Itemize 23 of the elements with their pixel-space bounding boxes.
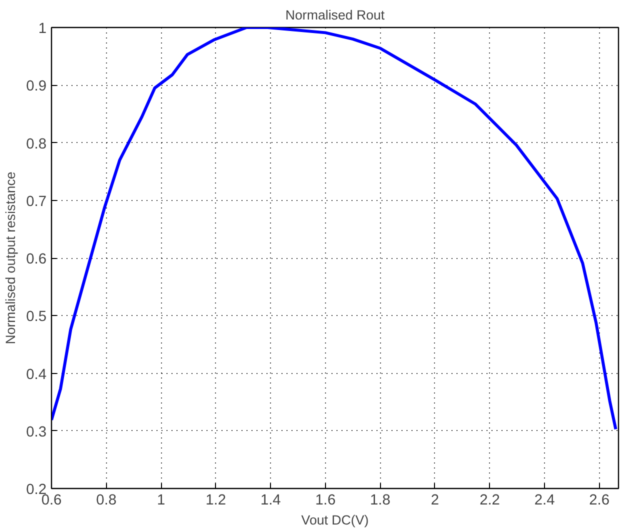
y-tick-label: 1 xyxy=(38,21,47,37)
x-tick-label: 2.6 xyxy=(589,492,610,508)
x-axis-title: Vout DC(V) xyxy=(301,512,369,528)
y-tick-label: 0.9 xyxy=(26,78,46,95)
y-tick-label: 0.6 xyxy=(26,252,46,268)
y-axis-title: Normalised output resistance xyxy=(3,172,18,344)
x-tick-label: 0.8 xyxy=(96,492,116,508)
x-tick-label: 1.6 xyxy=(315,492,336,508)
line-series xyxy=(52,28,618,431)
y-tick-label: 0.8 xyxy=(26,136,46,152)
x-tick-label: 1 xyxy=(156,492,166,508)
x-tick-label: 1.8 xyxy=(370,492,390,508)
x-tick-label: 2 xyxy=(430,492,440,508)
y-tick-label: 0.7 xyxy=(26,194,46,210)
y-tick-label: 0.5 xyxy=(26,309,46,326)
x-tick-label: 2.4 xyxy=(534,492,555,508)
x-tick-label: 1.2 xyxy=(206,492,226,508)
x-tick-label: 2.2 xyxy=(480,492,500,508)
y-tick-label: 0.4 xyxy=(26,366,46,383)
y-tick-label: 0.3 xyxy=(26,424,46,440)
x-tick-label: 0.6 xyxy=(41,492,62,508)
chart-title: Normalised Rout xyxy=(285,8,385,22)
x-tick-label: 1.4 xyxy=(260,492,281,508)
